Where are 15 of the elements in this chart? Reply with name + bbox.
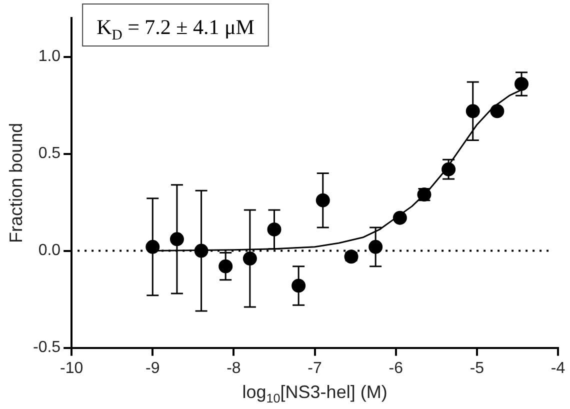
x-tick-label: -4 [550,360,566,377]
point [344,250,358,264]
x-tick-label: -10 [60,360,84,377]
x-tick-label: -8 [226,360,241,377]
point [490,104,504,118]
y-tick-label: -0.5 [32,339,61,356]
y-tick-label: 0.0 [38,242,61,260]
y-tick-label: 1.0 [38,48,61,66]
y-axis-title: Fraction bound [6,122,26,243]
x-tick-label: -6 [388,360,404,377]
x-tick-label: -5 [470,360,484,377]
y-tick-label: 0.5 [38,145,61,162]
point [392,210,407,225]
x-tick-label: -7 [308,360,322,377]
x-tick-label: -9 [146,360,160,377]
